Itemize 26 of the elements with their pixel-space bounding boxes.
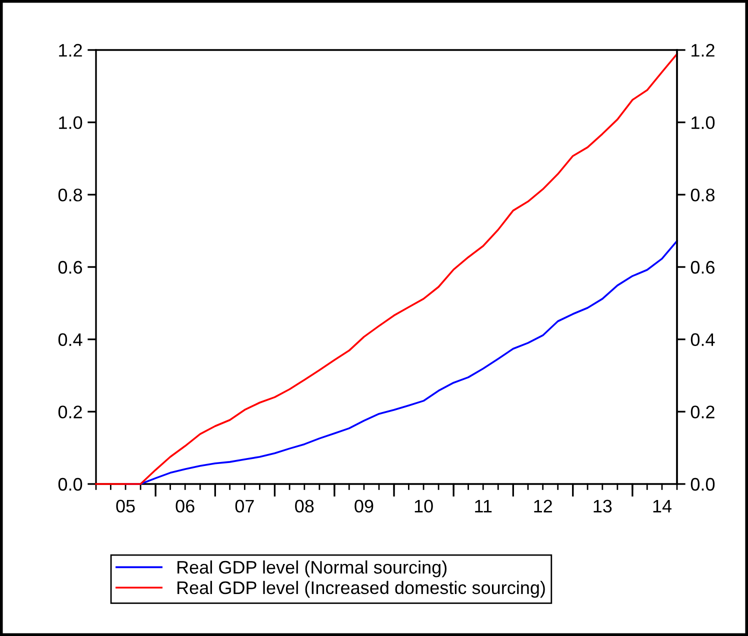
- y2-tick-label: 0.4: [690, 333, 715, 346]
- legend-label: Real GDP level (Increased domestic sourcing): [178, 580, 545, 598]
- x-tick-label: 13: [594, 500, 612, 513]
- x-tick-label: 07: [235, 500, 254, 513]
- y-tick-label: 1.0: [59, 116, 82, 130]
- y2-tick-label: 1.2: [692, 44, 714, 57]
- x-tick-label: 06: [176, 500, 194, 513]
- y2-tick-label: 0.6: [690, 260, 714, 274]
- y2-tick-label: 1.0: [692, 116, 715, 130]
- y-tick-label: 0.2: [58, 406, 82, 418]
- x-tick-label: 11: [475, 500, 492, 512]
- y-tick-label: 0.0: [58, 478, 82, 491]
- x-tick-label: 08: [295, 500, 314, 513]
- x-tick-label: 14: [653, 500, 672, 512]
- x-tick-label: 12: [534, 500, 552, 512]
- y-tick-label: 0.8: [58, 188, 82, 202]
- x-tick-label: 10: [414, 500, 433, 513]
- x-tick-label: 09: [354, 500, 374, 513]
- y-tick-label: 1.2: [59, 44, 82, 57]
- x-tick-label: 05: [116, 500, 135, 513]
- y2-tick-label: 0.0: [690, 478, 715, 491]
- y2-tick-label: 0.2: [690, 406, 714, 418]
- y-tick-label: 0.4: [58, 333, 82, 346]
- y-tick-label: 0.6: [58, 260, 82, 274]
- legend-label: Real GDP level (Normal sourcing): [178, 560, 447, 578]
- y2-tick-label: 0.8: [690, 188, 715, 202]
